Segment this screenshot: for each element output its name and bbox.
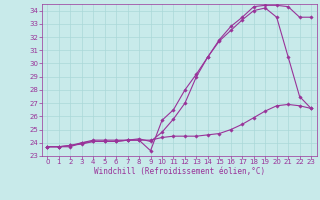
X-axis label: Windchill (Refroidissement éolien,°C): Windchill (Refroidissement éolien,°C): [94, 167, 265, 176]
